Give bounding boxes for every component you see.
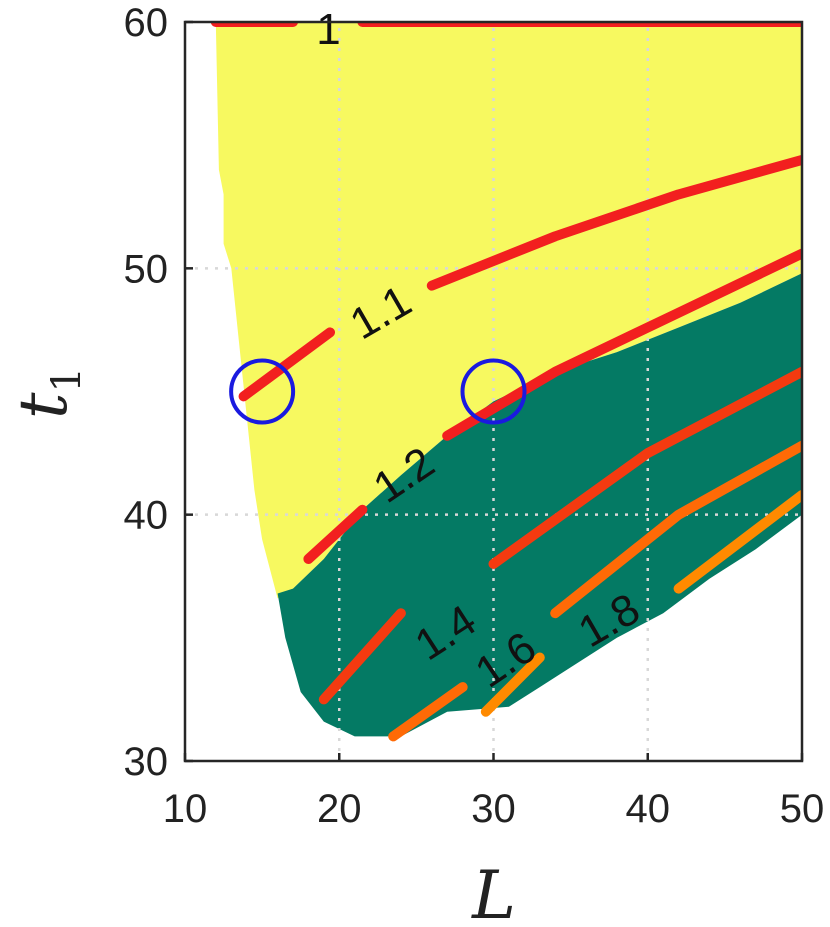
- contour-line-1.2: [442, 248, 802, 441]
- y-axis-title: t1: [5, 367, 90, 419]
- y-tick-label: 40: [124, 494, 169, 538]
- contour-line-1.6: [550, 440, 802, 619]
- y-tick-label: 60: [124, 1, 169, 45]
- y-axis-title-main: t: [5, 392, 82, 419]
- markers-layer: [229, 358, 527, 425]
- regions-layer: [215, 22, 802, 737]
- green-region: [277, 273, 802, 737]
- yellow-region: [215, 22, 802, 599]
- contour-label-1: 1: [316, 5, 340, 54]
- contours-layer: [210, 22, 802, 742]
- contour-line-1.1: [426, 154, 802, 291]
- contour-line-1.6: [388, 682, 468, 742]
- x-tick-label: 50: [780, 787, 825, 831]
- x-tick-label: 10: [163, 787, 208, 831]
- contour-line-1.8: [673, 490, 802, 594]
- contour-line-1.4: [488, 366, 802, 569]
- x-tick-label: 40: [626, 787, 671, 831]
- y-axis-title-subscript: 1: [44, 367, 90, 392]
- circle-marker-2: [460, 358, 527, 425]
- ticks-layer: 10 20 30 40 50 30 40 50 60: [124, 1, 825, 831]
- contour-line-1.2: [303, 504, 368, 564]
- contour-line-1.4: [318, 608, 406, 705]
- x-tick-label: 20: [317, 787, 362, 831]
- x-axis-title: L: [471, 857, 516, 927]
- contour-line-1.1: [238, 327, 335, 402]
- contour-line-1.8: [480, 652, 545, 717]
- y-tick-label: 50: [124, 247, 169, 291]
- circle-marker-1: [229, 358, 296, 425]
- grid-layer: [185, 22, 802, 761]
- y-tick-label: 30: [124, 740, 169, 784]
- x-tick-label: 30: [471, 787, 516, 831]
